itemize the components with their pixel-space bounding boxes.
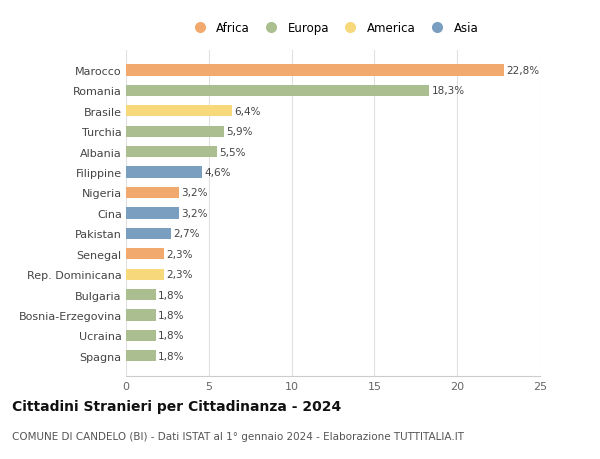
Text: 5,5%: 5,5% — [220, 147, 246, 157]
Text: COMUNE DI CANDELO (BI) - Dati ISTAT al 1° gennaio 2024 - Elaborazione TUTTITALIA: COMUNE DI CANDELO (BI) - Dati ISTAT al 1… — [12, 431, 464, 442]
Bar — [126, 350, 156, 362]
Bar — [126, 147, 217, 158]
Text: 22,8%: 22,8% — [506, 66, 539, 76]
Bar — [126, 249, 164, 260]
Text: 2,3%: 2,3% — [167, 269, 193, 280]
Text: 4,6%: 4,6% — [205, 168, 231, 178]
Bar — [126, 187, 179, 199]
Bar — [126, 310, 156, 321]
Bar — [126, 167, 202, 178]
Bar — [126, 208, 179, 219]
Bar — [126, 86, 429, 97]
Text: 3,2%: 3,2% — [181, 208, 208, 218]
Text: 1,8%: 1,8% — [158, 290, 185, 300]
Bar — [126, 106, 232, 117]
Bar — [126, 289, 156, 301]
Text: 3,2%: 3,2% — [181, 188, 208, 198]
Text: 1,8%: 1,8% — [158, 330, 185, 341]
Text: Cittadini Stranieri per Cittadinanza - 2024: Cittadini Stranieri per Cittadinanza - 2… — [12, 399, 341, 413]
Bar — [126, 65, 503, 77]
Legend: Africa, Europa, America, Asia: Africa, Europa, America, Asia — [183, 17, 483, 39]
Text: 5,9%: 5,9% — [226, 127, 253, 137]
Text: 2,3%: 2,3% — [167, 249, 193, 259]
Bar — [126, 330, 156, 341]
Text: 6,4%: 6,4% — [235, 106, 261, 117]
Bar — [126, 228, 171, 240]
Text: 18,3%: 18,3% — [431, 86, 464, 96]
Text: 1,8%: 1,8% — [158, 351, 185, 361]
Text: 1,8%: 1,8% — [158, 310, 185, 320]
Text: 2,7%: 2,7% — [173, 229, 200, 239]
Bar — [126, 269, 164, 280]
Bar — [126, 126, 224, 138]
